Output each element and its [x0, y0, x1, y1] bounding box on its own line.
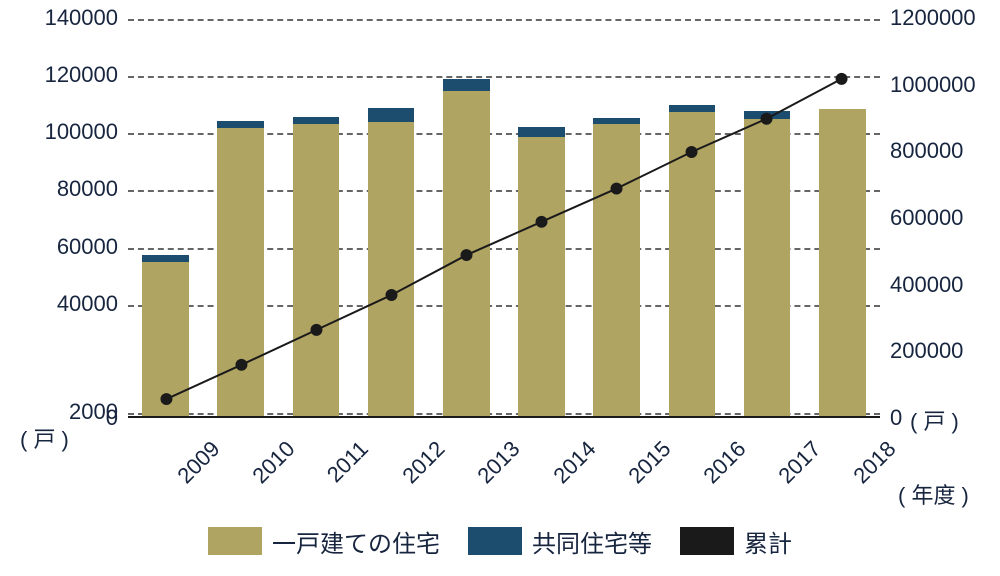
cumulative-marker: [836, 73, 848, 85]
y-right-tick-label: 400000: [890, 272, 963, 298]
x-axis-caption: ( 年度 ): [898, 478, 969, 510]
x-tick-label: 2014: [548, 436, 601, 489]
y-right-unit: ( 戸 ): [910, 404, 959, 436]
cumulative-polyline: [166, 79, 841, 399]
legend: 一戸建ての住宅 共同住宅等 累計: [0, 524, 1000, 561]
y-right-tick-label: 1000000: [890, 72, 976, 98]
cumulative-marker: [385, 289, 397, 301]
legend-swatch: [208, 527, 262, 555]
x-baseline: [128, 416, 880, 418]
x-tick-label: 2009: [172, 436, 225, 489]
y-right-tick-label: 800000: [890, 138, 963, 164]
legend-swatch: [468, 527, 522, 555]
cumulative-marker: [235, 359, 247, 371]
y-right-tick-label: 600000: [890, 205, 963, 231]
legend-label: 一戸建ての住宅: [272, 524, 440, 559]
x-tick-label: 2013: [473, 436, 526, 489]
housing-chart: 02000400006000080000100000120000140000 0…: [0, 0, 1000, 576]
y-right-tick-label: 1200000: [890, 5, 976, 31]
cumulative-marker: [310, 324, 322, 336]
y-left-tick-label: 120000: [45, 62, 118, 88]
x-tick-label: 2015: [623, 436, 676, 489]
cumulative-marker: [611, 183, 623, 195]
y-left-tick-label: 80000: [57, 176, 118, 202]
legend-label: 累計: [744, 524, 792, 559]
y-right-tick-label: 200000: [890, 338, 963, 364]
x-tick-label: 2012: [398, 436, 451, 489]
x-tick-label: 2016: [698, 436, 751, 489]
legend-item: 累計: [680, 524, 792, 559]
legend-swatch: [680, 527, 734, 555]
y-left-tick-label: 100000: [45, 119, 118, 145]
cumulative-marker: [686, 146, 698, 158]
cumulative-marker: [536, 216, 548, 228]
x-tick-label: 2011: [322, 436, 374, 488]
legend-item: 一戸建ての住宅: [208, 524, 440, 559]
cumulative-marker: [461, 249, 473, 261]
cumulative-marker: [761, 113, 773, 125]
y-left-tick-label: 60000: [57, 234, 118, 260]
cumulative-line: [128, 19, 880, 418]
y-left-tick-label: 140000: [45, 5, 118, 31]
x-tick-label: 2018: [849, 436, 902, 489]
y-right-tick-label: 0: [890, 405, 902, 431]
y-left-unit: ( 戸 ): [20, 422, 69, 454]
plot-area: [128, 18, 880, 418]
y-left-tick-label: 40000: [57, 291, 118, 317]
x-tick-label: 2017: [774, 436, 827, 489]
cumulative-marker: [160, 393, 172, 405]
legend-label: 共同住宅等: [532, 524, 652, 559]
y-left-tick-label: 2000: [69, 399, 118, 425]
x-tick-label: 2010: [247, 436, 300, 489]
legend-item: 共同住宅等: [468, 524, 652, 559]
